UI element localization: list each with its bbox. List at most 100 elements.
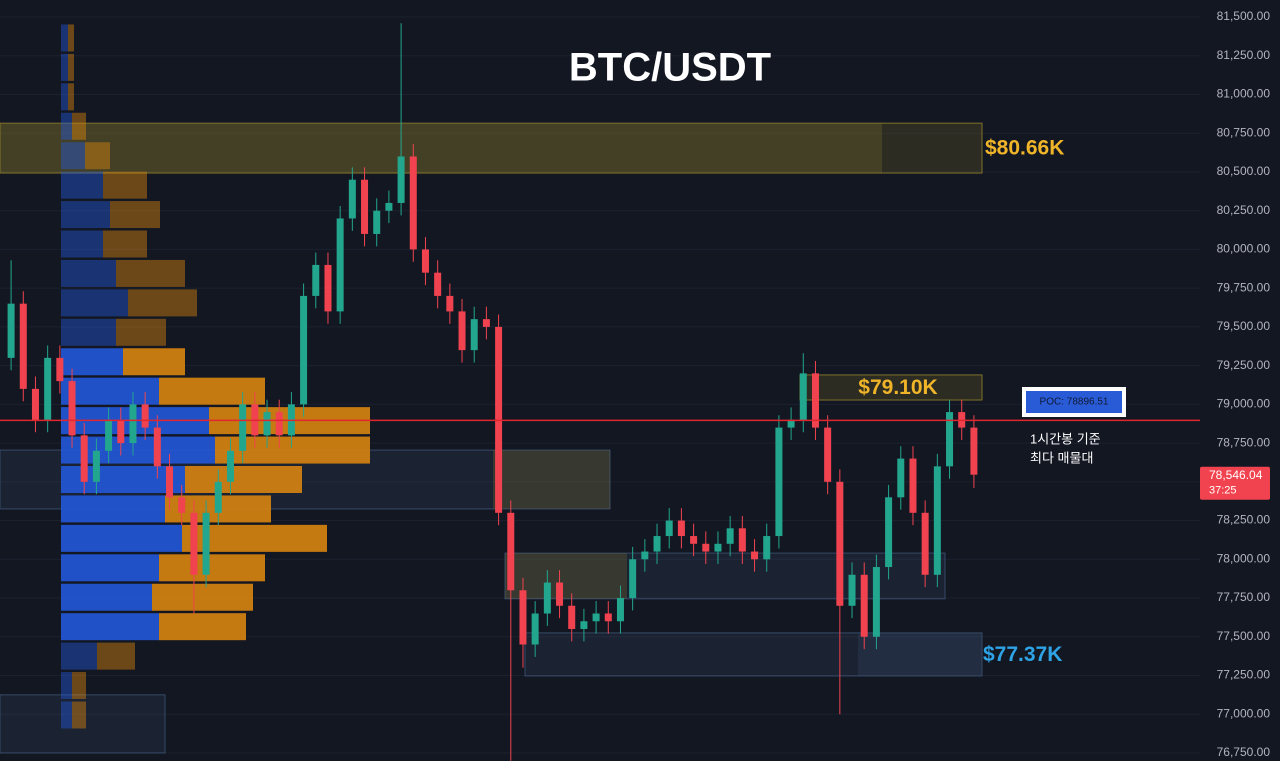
candle-body: [872, 567, 880, 637]
candle-body: [56, 357, 64, 382]
candle-body: [604, 613, 612, 622]
candle-body: [348, 179, 356, 219]
candle-body: [421, 249, 429, 273]
y-tick-label: 79,000.00: [1217, 397, 1271, 411]
candle-body: [190, 512, 198, 575]
profile-buy: [61, 289, 128, 317]
y-tick-label: 78,750.00: [1217, 435, 1271, 449]
candle-body: [897, 458, 905, 498]
price-tag: [1200, 466, 1270, 500]
candle-body: [799, 373, 807, 420]
candle-body: [592, 613, 600, 622]
candle-body: [482, 319, 490, 327]
candle-body: [848, 574, 856, 606]
candle-body: [556, 582, 564, 606]
annotation: 최다 매물대: [1030, 450, 1093, 465]
candle-body: [434, 272, 442, 296]
zone: [504, 552, 946, 600]
profile-sell: [68, 53, 74, 81]
y-tick-label: 81,000.00: [1217, 87, 1271, 101]
candle-body: [263, 412, 271, 436]
profile-sell: [72, 672, 86, 700]
candle-body: [885, 497, 893, 568]
candle-body: [738, 528, 746, 552]
profile-sell: [159, 613, 246, 641]
candle-body: [68, 381, 76, 436]
profile-sell: [116, 259, 185, 287]
candle-body: [751, 551, 759, 560]
candle-body: [665, 520, 673, 537]
candle-body: [726, 528, 734, 544]
candle-body: [446, 295, 454, 312]
candle-body: [117, 419, 125, 444]
profile-buy: [61, 142, 85, 170]
zone-inset: [858, 632, 982, 676]
candle-body: [458, 311, 466, 351]
zone: [0, 694, 166, 754]
overlay: 76,750.00 77,000.00 77,250.00 77,500.00 77,7…: [0, 9, 1270, 759]
profile-sell: [103, 230, 147, 258]
zone-label: $79.10K: [858, 376, 937, 399]
y-tick-label: 80,750.00: [1217, 125, 1271, 139]
profile-sell: [152, 583, 253, 611]
candle-body: [775, 427, 783, 537]
y-tick-label: 79,500.00: [1217, 319, 1271, 333]
profile-sell: [123, 348, 185, 376]
candle-body: [470, 319, 478, 351]
profile-sell: [128, 289, 197, 317]
profile-buy: [61, 201, 110, 229]
candle-body: [275, 412, 283, 436]
zone: [524, 632, 983, 677]
profile-sell: [159, 377, 265, 405]
candle-body: [921, 512, 929, 575]
zone: [799, 374, 983, 401]
candle-body: [616, 598, 624, 622]
zone-inset: [0, 123, 882, 174]
profile-sell: [68, 83, 74, 111]
profile-buy: [61, 259, 116, 287]
profile-buy: [61, 554, 159, 582]
y-tick-label: 77,750.00: [1217, 590, 1271, 604]
y-tick-label: 77,250.00: [1217, 668, 1271, 682]
candle-body: [860, 574, 868, 637]
candle-body: [129, 404, 137, 444]
candle-body: [933, 466, 941, 575]
profile-buy: [61, 83, 68, 111]
profile-buy: [61, 230, 103, 258]
candle-body: [7, 303, 15, 358]
profile-sell: [116, 318, 166, 346]
candle-body: [519, 590, 527, 645]
profile-buy: [61, 112, 72, 140]
candle-body: [543, 582, 551, 614]
y-tick-label: 80,500.00: [1217, 164, 1271, 178]
poc-box-inner: [1026, 391, 1122, 413]
candle-body: [397, 156, 405, 203]
profile-sell: [159, 554, 265, 582]
candle-body: [336, 218, 344, 312]
candle-body: [178, 497, 186, 513]
candle-body: [702, 543, 710, 552]
candle-body: [970, 427, 978, 475]
candle-body: [361, 179, 369, 234]
candle-body: [226, 450, 234, 482]
y-tick-label: 79,250.00: [1217, 358, 1271, 372]
candle-body: [824, 427, 832, 482]
chart-title: BTC/USDT: [569, 46, 771, 90]
candle-body: [787, 419, 795, 428]
y-tick-label: 77,500.00: [1217, 629, 1271, 643]
profile-sell: [185, 465, 302, 493]
profile-buy: [61, 642, 97, 670]
candle-body: [909, 458, 917, 513]
candles: [7, 23, 978, 761]
candle-body: [568, 605, 576, 630]
candle-body: [80, 435, 88, 482]
candle-body: [31, 388, 39, 420]
candle-body: [653, 536, 661, 552]
zone-label: $80.66K: [985, 137, 1064, 160]
profile-buy: [61, 24, 68, 52]
candle-body: [141, 404, 149, 428]
candle-body: [836, 481, 844, 606]
candle-body: [92, 450, 100, 482]
profile-buy: [61, 524, 182, 552]
